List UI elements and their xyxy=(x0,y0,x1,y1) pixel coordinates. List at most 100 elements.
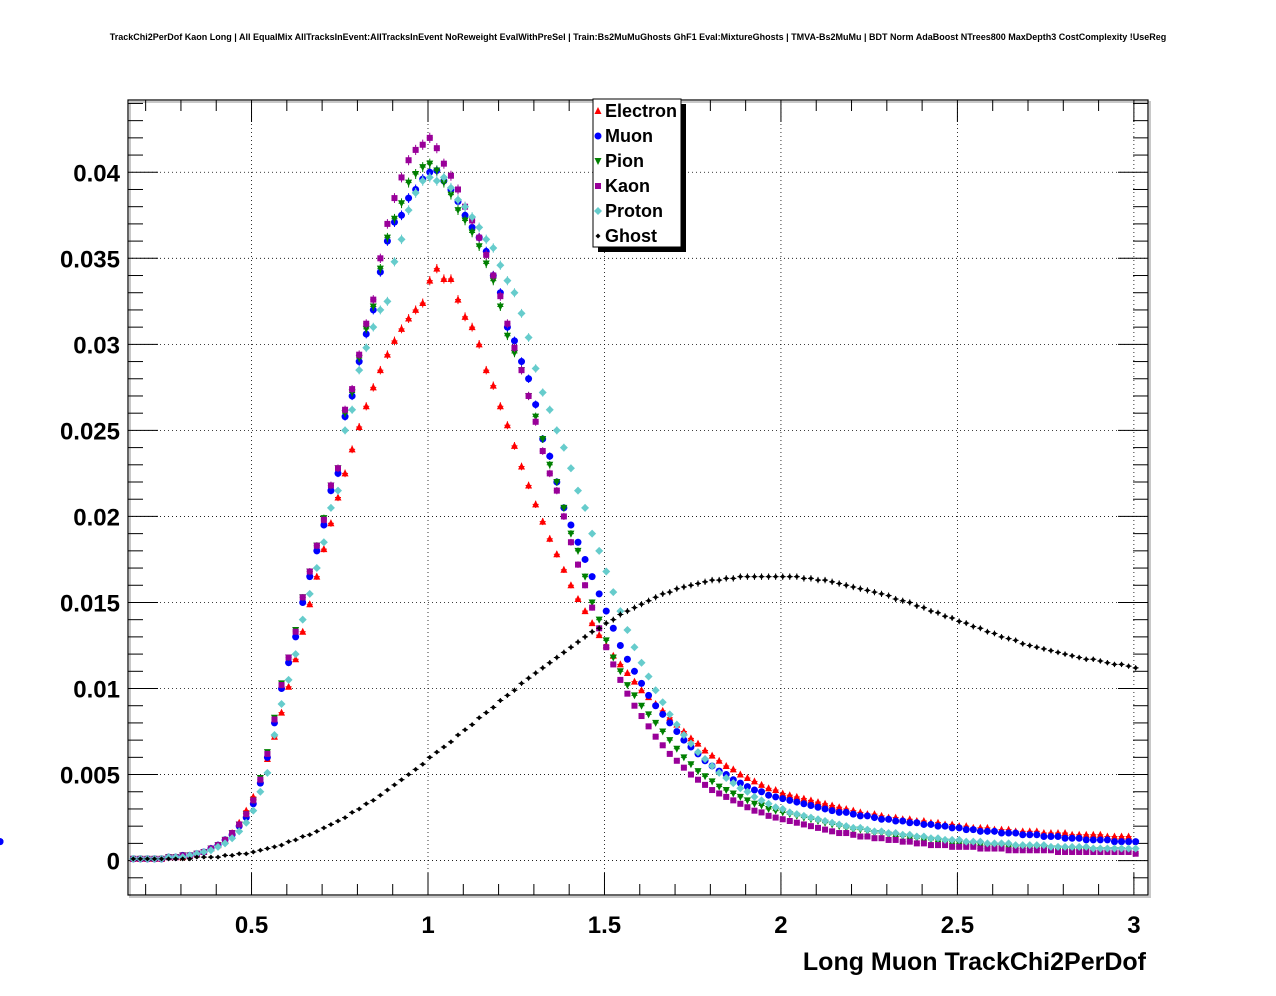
data-point-ghost xyxy=(1104,660,1110,666)
data-point-ghost xyxy=(787,574,793,580)
data-point-ghost xyxy=(286,839,292,845)
data-point-muon xyxy=(878,815,886,823)
data-point-kaon xyxy=(250,797,257,804)
data-point-muon xyxy=(863,812,871,820)
data-point-kaon xyxy=(942,842,949,849)
data-point-muon xyxy=(906,819,914,827)
data-point-proton xyxy=(517,309,526,318)
data-point-pion xyxy=(750,800,758,808)
data-point-kaon xyxy=(1012,847,1019,854)
data-point-electron xyxy=(532,500,540,508)
data-point-muon xyxy=(609,624,617,632)
data-point-pion xyxy=(616,668,624,676)
data-point-pion xyxy=(369,303,377,311)
data-point-electron xyxy=(821,799,829,807)
y-tick-label: 0.005 xyxy=(60,763,120,790)
data-point-electron xyxy=(398,324,406,332)
data-point-muon xyxy=(510,337,518,345)
data-point-ghost xyxy=(271,844,277,850)
data-point-ghost xyxy=(208,854,214,860)
data-point-pion xyxy=(489,277,497,285)
data-point-pion xyxy=(468,229,476,237)
data-point-muon xyxy=(969,826,977,834)
data-point-kaon xyxy=(949,843,956,850)
data-point-ghost xyxy=(808,575,814,581)
data-point-muon xyxy=(807,802,815,810)
data-point-kaon xyxy=(829,828,836,835)
data-point-ghost xyxy=(667,589,673,595)
data-point-ghost xyxy=(921,605,927,611)
data-point-pion xyxy=(405,179,413,187)
data-point-kaon xyxy=(878,835,885,842)
data-point-kaon xyxy=(716,790,723,797)
data-point-proton xyxy=(545,405,554,414)
legend-label-pion: Pion xyxy=(605,151,644,171)
data-point-kaon xyxy=(398,174,405,181)
data-point-proton xyxy=(249,806,258,815)
data-point-electron xyxy=(630,677,638,685)
data-point-proton xyxy=(686,739,695,748)
data-point-electron xyxy=(461,312,469,320)
data-point-electron xyxy=(419,299,427,307)
data-point-pion xyxy=(743,797,751,805)
legend-label-ghost: Ghost xyxy=(605,226,657,246)
data-point-proton xyxy=(1082,842,1091,851)
data-point-ghost xyxy=(243,851,249,857)
data-point-electron xyxy=(369,383,377,391)
data-point-ghost xyxy=(695,581,701,587)
data-point-kaon xyxy=(490,272,497,279)
data-point-pion xyxy=(687,761,695,769)
series-electron xyxy=(129,263,1133,862)
data-point-ghost xyxy=(596,625,602,631)
data-point-muon xyxy=(426,168,434,176)
data-point-electron xyxy=(390,336,398,344)
data-point-ghost xyxy=(399,777,405,783)
data-point-proton xyxy=(778,804,787,813)
data-point-proton xyxy=(418,176,427,185)
data-point-ghost xyxy=(229,852,235,858)
legend-label-muon: Muon xyxy=(605,126,653,146)
data-point-ghost xyxy=(1083,656,1089,662)
data-point-proton xyxy=(856,823,865,832)
data-point-muon xyxy=(1068,834,1076,842)
data-point-electron xyxy=(327,519,335,527)
data-point-proton xyxy=(1075,842,1084,851)
data-point-ghost xyxy=(166,856,172,862)
data-point-pion xyxy=(758,802,766,810)
data-point-ghost xyxy=(1090,656,1096,662)
data-point-muon xyxy=(461,211,469,219)
data-point-ghost xyxy=(681,584,687,590)
data-point-kaon xyxy=(977,845,984,852)
data-point-proton xyxy=(291,650,300,659)
data-point-kaon xyxy=(582,582,589,589)
data-point-ghost xyxy=(907,599,913,605)
data-point-electron xyxy=(638,686,646,694)
data-point-proton xyxy=(905,830,914,839)
data-point-ghost xyxy=(144,856,150,862)
data-point-proton xyxy=(948,835,957,844)
data-point-proton xyxy=(482,235,491,244)
data-point-pion xyxy=(447,191,455,199)
data-point-electron xyxy=(1118,832,1126,840)
data-point-pion xyxy=(461,217,469,225)
data-point-proton xyxy=(1117,844,1126,853)
data-point-kaon xyxy=(1083,848,1090,855)
data-point-proton xyxy=(694,748,702,757)
data-point-pion xyxy=(645,711,653,719)
data-point-proton xyxy=(390,257,399,266)
data-point-proton xyxy=(1110,844,1119,853)
data-point-proton xyxy=(1046,842,1055,851)
data-point-proton xyxy=(955,835,964,844)
data-point-ghost xyxy=(497,698,503,704)
data-point-kaon xyxy=(532,418,539,425)
data-point-proton xyxy=(552,426,561,435)
data-point-proton xyxy=(1103,844,1112,853)
data-point-muon xyxy=(299,598,307,606)
data-point-electron xyxy=(715,756,723,764)
data-point-kaon xyxy=(1026,847,1033,854)
data-point-ghost xyxy=(674,586,680,592)
data-point-muon xyxy=(1047,832,1055,840)
data-point-ghost xyxy=(342,815,348,821)
data-point-electron xyxy=(807,796,815,804)
tick-labels: 0.5 1 1.5 2 2.5 3 0 0.005 0.01 0.015 0.02 0.025 0.03… xyxy=(60,160,1141,939)
